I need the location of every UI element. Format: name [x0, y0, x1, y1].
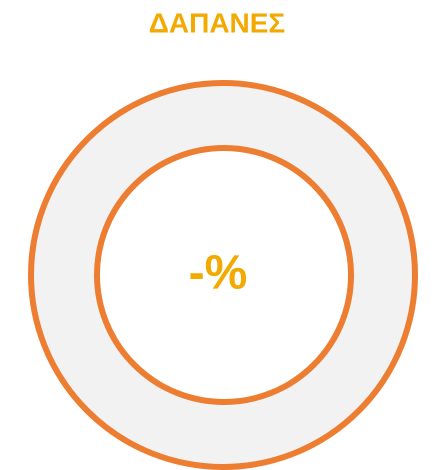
center-label: -% [189, 247, 248, 300]
inner-circle [94, 145, 354, 405]
title: ΔΑΠΑΝΕΣ [149, 7, 286, 38]
